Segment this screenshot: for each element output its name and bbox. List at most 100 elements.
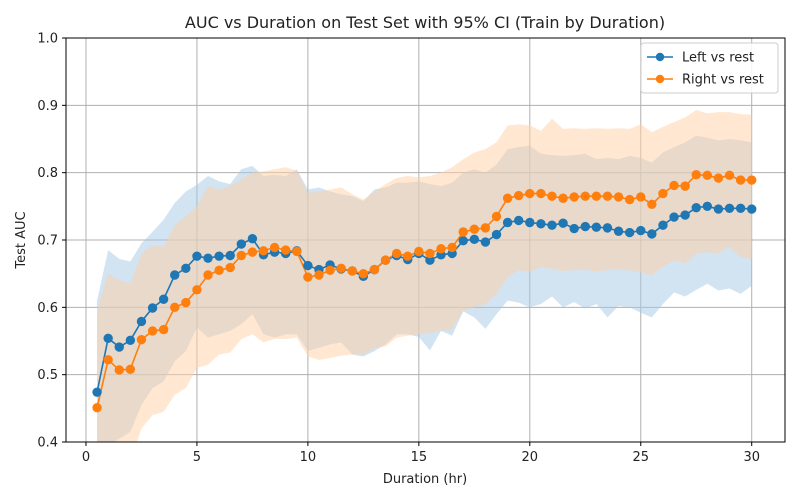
data-point — [181, 297, 191, 308]
data-point — [314, 270, 324, 280]
data-point — [292, 246, 302, 257]
data-point — [125, 364, 136, 374]
data-point — [647, 229, 657, 239]
y-tick-label: 0.9 — [37, 99, 58, 114]
data-point — [391, 248, 402, 259]
y-tick-label: 0.5 — [37, 368, 58, 383]
data-point — [613, 192, 624, 202]
x-axis-label: Duration (hr) — [383, 472, 467, 487]
data-point — [569, 223, 579, 234]
tick-layer: 0 5 10 15 20 25 30 0.4 0.5 0.6 0.7 0.8 0.9 1.0 — [37, 32, 760, 466]
data-point — [358, 268, 369, 279]
data-point — [602, 223, 613, 233]
data-point — [458, 227, 468, 237]
x-tick-label: 5 — [193, 450, 201, 465]
data-point — [591, 222, 602, 232]
data-point — [469, 234, 480, 245]
data-point — [103, 355, 113, 365]
data-point — [491, 229, 502, 240]
data-point — [502, 217, 513, 228]
data-point — [203, 253, 213, 263]
series-marker-layer — [92, 169, 757, 413]
data-point — [369, 264, 380, 275]
data-point — [558, 218, 568, 228]
data-point — [214, 251, 224, 261]
x-tick-label: 0 — [82, 450, 90, 465]
legend-label: Left vs rest — [682, 51, 754, 66]
data-point — [480, 223, 491, 233]
data-point — [514, 215, 524, 226]
data-point — [624, 194, 635, 205]
data-point — [170, 270, 180, 280]
data-point — [403, 251, 413, 261]
data-point — [502, 193, 513, 203]
data-point — [436, 244, 446, 254]
data-point — [114, 365, 124, 375]
data-point — [380, 255, 391, 265]
data-point — [602, 191, 613, 201]
data-point — [724, 170, 735, 181]
data-point — [247, 233, 258, 244]
data-point — [591, 191, 602, 201]
data-point — [558, 193, 568, 203]
data-point — [447, 242, 457, 253]
y-axis-label: Test AUC — [14, 211, 29, 269]
data-point — [192, 285, 202, 295]
data-point — [336, 263, 346, 273]
data-point — [236, 239, 247, 249]
data-point — [691, 169, 701, 180]
data-point — [469, 224, 480, 234]
data-point — [580, 191, 590, 201]
x-tick-label: 15 — [411, 450, 428, 465]
y-tick-label: 0.8 — [37, 166, 58, 181]
data-point — [636, 192, 646, 202]
y-tick-label: 0.7 — [37, 234, 58, 249]
data-point — [414, 246, 424, 257]
data-point — [170, 302, 180, 313]
data-point — [491, 211, 502, 222]
data-point — [713, 173, 724, 183]
data-point — [325, 265, 335, 275]
data-point — [613, 226, 624, 236]
data-point — [103, 333, 113, 344]
data-point — [658, 220, 668, 230]
data-point — [735, 203, 746, 214]
data-point — [458, 235, 468, 246]
data-point — [724, 203, 735, 214]
data-point — [136, 334, 147, 345]
x-tick-label: 20 — [522, 450, 539, 465]
data-point — [747, 204, 757, 214]
data-point — [702, 170, 713, 181]
data-point — [92, 402, 102, 413]
y-tick-label: 0.4 — [37, 436, 58, 451]
data-point — [547, 191, 557, 201]
legend-label: Right vs rest — [682, 73, 764, 88]
data-point — [713, 204, 724, 214]
data-point — [303, 272, 313, 282]
y-tick-label: 1.0 — [37, 32, 58, 47]
data-point — [269, 242, 280, 253]
data-point — [547, 220, 557, 230]
data-point — [203, 270, 213, 280]
data-point — [225, 250, 235, 261]
data-point — [280, 245, 291, 255]
data-point — [147, 326, 158, 336]
data-point — [192, 251, 202, 261]
legend-marker — [655, 74, 665, 84]
data-point — [147, 303, 158, 313]
data-point — [114, 342, 124, 352]
chart-title: AUC vs Duration on Test Set with 95% CI … — [185, 13, 665, 32]
data-point — [158, 324, 169, 335]
data-point — [92, 387, 102, 397]
x-tick-label: 25 — [632, 450, 649, 465]
data-point — [536, 219, 546, 229]
data-point — [636, 225, 646, 236]
x-tick-label: 30 — [743, 450, 760, 465]
data-point — [735, 175, 746, 185]
data-point — [658, 188, 668, 199]
data-point — [125, 335, 136, 346]
data-point — [680, 181, 690, 191]
data-point — [702, 201, 713, 212]
data-point — [425, 248, 435, 259]
